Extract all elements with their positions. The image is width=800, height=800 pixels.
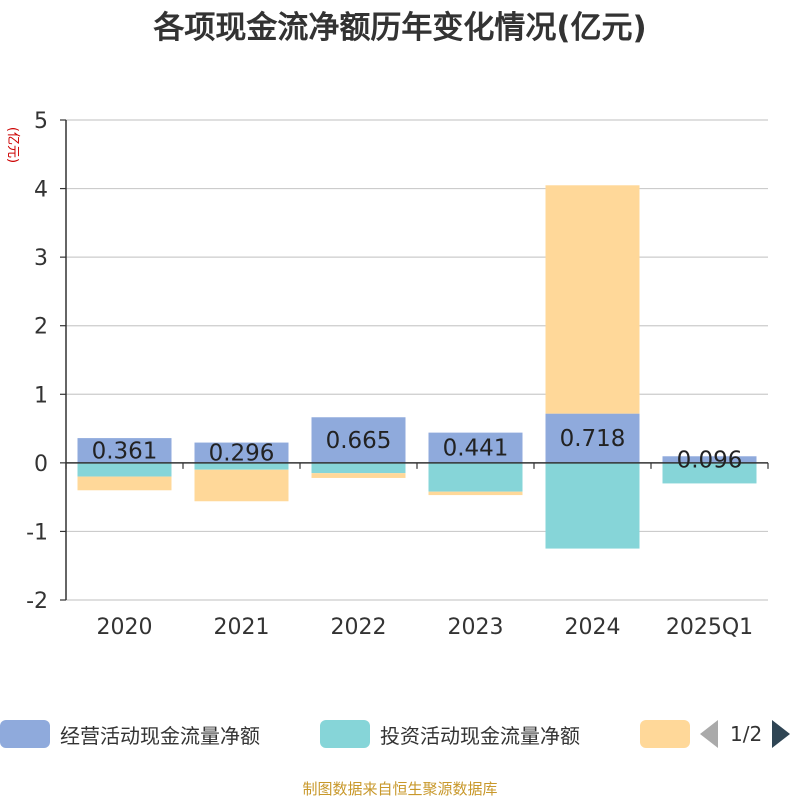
x-tick-label: 2023 xyxy=(448,615,504,640)
legend-pager: 1/2 xyxy=(700,716,791,752)
bar-series-2-2022[interactable] xyxy=(311,473,406,478)
y-tick-label: -2 xyxy=(26,589,48,614)
data-label: 0.665 xyxy=(326,428,392,454)
x-tick-label: 2024 xyxy=(565,615,621,640)
bar-series-1-2021[interactable] xyxy=(194,462,289,470)
data-label: 0.096 xyxy=(677,448,743,474)
y-tick-label: 5 xyxy=(34,109,48,134)
y-axis-label: (亿元) xyxy=(5,127,20,163)
y-tick-label: 4 xyxy=(34,178,48,203)
y-tick-label: 1 xyxy=(34,383,48,408)
bar-series-2-2020[interactable] xyxy=(77,476,172,491)
data-label: 0.296 xyxy=(209,441,275,467)
bar-series-1-2023[interactable] xyxy=(428,462,523,492)
data-label: 0.441 xyxy=(443,436,509,462)
legend-swatch-operating xyxy=(0,720,50,748)
legend-swatch-investing xyxy=(320,720,370,748)
bar-series-0-2022[interactable] xyxy=(311,417,406,463)
legend-label-operating: 经营活动现金流量净额 xyxy=(60,723,260,748)
x-tick-label: 2022 xyxy=(331,615,387,640)
y-tick-label: -1 xyxy=(26,520,48,545)
legend-item-operating[interactable]: 经营活动现金流量净额 xyxy=(0,716,260,752)
legend-prev-icon[interactable] xyxy=(700,720,718,748)
bar-series-0-2025Q1[interactable] xyxy=(662,456,757,463)
bar-series-0-2020[interactable] xyxy=(77,438,172,463)
bar-series-1-2022[interactable] xyxy=(311,462,406,474)
bar-series-2-2021[interactable] xyxy=(194,469,289,502)
legend-label-investing: 投资活动现金流量净额 xyxy=(380,723,580,748)
grid xyxy=(66,119,768,601)
bar-series-1-2020[interactable] xyxy=(77,462,172,477)
legend-swatch-third-series xyxy=(640,720,690,748)
bar-series-1-2024[interactable] xyxy=(545,462,640,549)
data-label: 0.361 xyxy=(92,438,158,464)
y-tick-label: 3 xyxy=(34,246,48,271)
legend-item-investing[interactable]: 投资活动现金流量净额 xyxy=(320,716,580,752)
data-source-note: 制图数据来自恒生聚源数据库 xyxy=(302,780,498,798)
chart-title: 各项现金流净额历年变化情况(亿元) xyxy=(152,10,646,46)
bar-series-2-2023[interactable] xyxy=(428,491,523,496)
bar-series-0-2023[interactable] xyxy=(428,432,523,463)
x-tick-label: 2020 xyxy=(97,615,153,640)
legend: 经营活动现金流量净额 投资活动现金流量净额 1/2 xyxy=(0,716,800,752)
data-labels: 0.361 0.296 0.665 0.441 0.718 0.096 xyxy=(92,426,743,473)
x-tick-label: 2025Q1 xyxy=(666,615,753,640)
bars xyxy=(77,185,757,549)
bar-series-1-2025Q1[interactable] xyxy=(662,462,757,484)
legend-page-indicator: 1/2 xyxy=(730,722,763,746)
bar-series-0-2021[interactable] xyxy=(194,442,289,463)
data-label: 0.718 xyxy=(560,426,626,452)
bar-series-0-2024[interactable] xyxy=(545,413,640,463)
legend-item-third-series[interactable] xyxy=(640,716,690,752)
y-tick-label: 0 xyxy=(34,452,48,477)
legend-next-icon[interactable] xyxy=(772,720,791,748)
axes: 5 4 3 2 1 0 -1 -2 2020 2021 2022 2023 2024 2025Q1 xyxy=(26,109,769,640)
x-tick-label: 2021 xyxy=(214,615,270,640)
y-tick-label: 2 xyxy=(34,315,48,340)
bar-series-2-2024[interactable] xyxy=(545,185,640,414)
